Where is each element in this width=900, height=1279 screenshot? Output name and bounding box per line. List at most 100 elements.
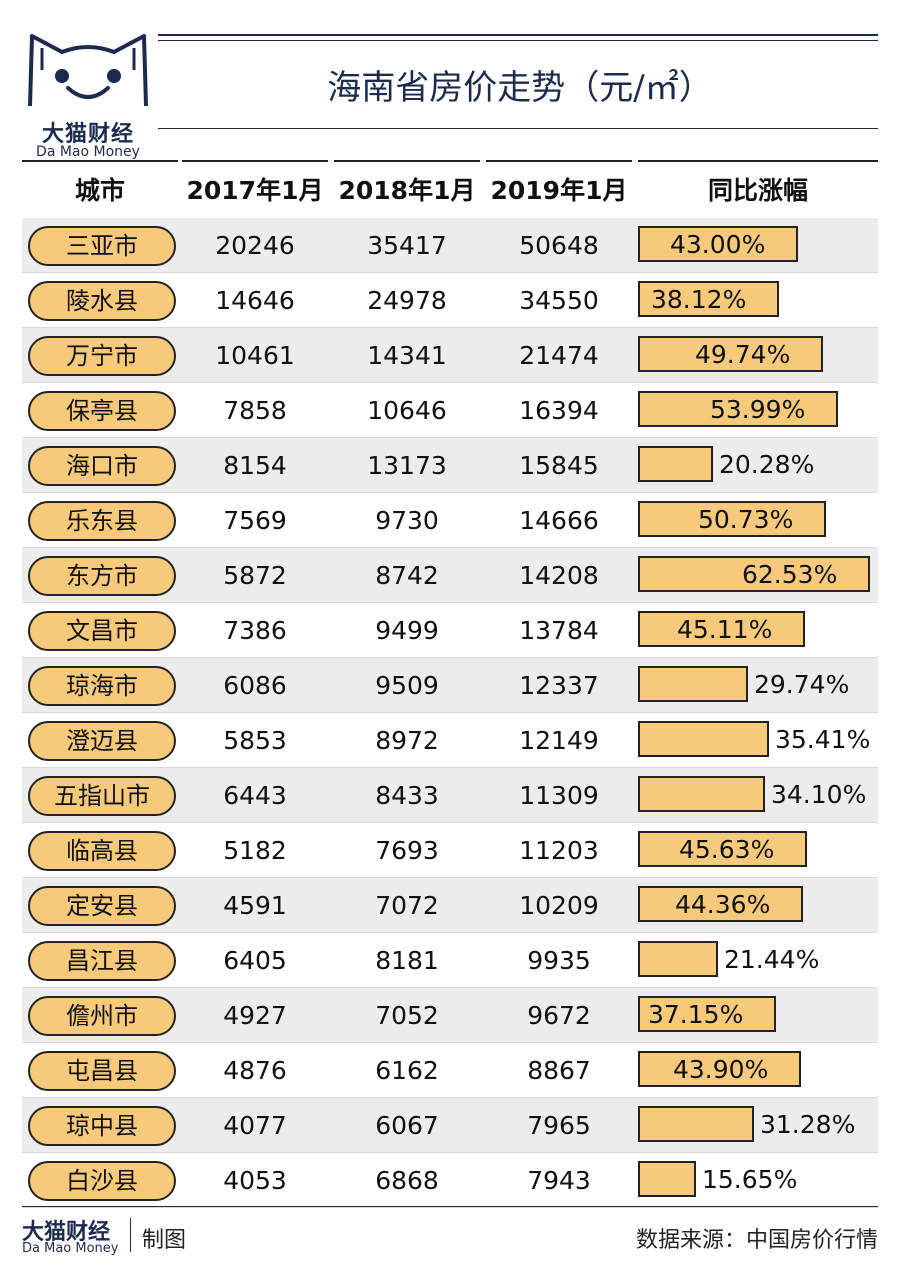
city-pill: 东方市 [28,556,176,596]
footer-brand-cn: 大猫财经 [22,1220,111,1245]
growth-label: 37.15% [648,1000,744,1029]
footer: 大猫财经 Da Mao Money 制图 数据来源：中国房价行情 [0,1206,900,1279]
footer-brand-en: Da Mao Money [22,1241,119,1256]
page-title: 海南省房价走势（元/㎡） [327,68,713,108]
city-pill: 五指山市 [28,776,176,816]
price-y2019: 10209 [519,891,599,920]
growth-bar [638,336,823,372]
row-divider [22,1152,878,1153]
row-divider [22,822,878,823]
price-y2018: 9730 [375,506,439,535]
table-row: 定安县 4591 7072 10209 44.36% [22,878,878,933]
growth-bar [638,1106,754,1142]
table-row: 文昌市 7386 9499 13784 45.11% [22,603,878,658]
price-y2017: 7858 [223,396,287,425]
row-divider [22,1097,878,1098]
growth-label: 20.28% [719,450,815,479]
growth-label: 49.74% [695,340,791,369]
price-y2017: 4591 [223,891,287,920]
row-divider [22,987,878,988]
footer-divider [130,1218,131,1252]
growth-bar [638,281,779,317]
price-y2019: 11203 [519,836,599,865]
row-divider [22,547,878,548]
city-pill: 昌江县 [28,941,176,981]
city-pill: 屯昌县 [28,1051,176,1091]
row-divider [22,382,878,383]
row-divider [22,767,878,768]
price-y2018: 7052 [375,1001,439,1030]
column-header-2019: 2019年1月 [486,160,632,220]
price-y2019: 14208 [519,561,599,590]
row-divider [22,877,878,878]
price-y2019: 7965 [527,1111,591,1140]
price-y2018: 7072 [375,891,439,920]
row-divider [22,437,878,438]
growth-bar [638,831,807,867]
growth-bar [638,1051,801,1087]
growth-bar [638,776,765,812]
price-y2017: 5872 [223,561,287,590]
price-y2018: 6067 [375,1111,439,1140]
header-top-rule [158,34,878,36]
price-y2017: 5853 [223,726,287,755]
table-row: 海口市 8154 13173 15845 20.28% [22,438,878,493]
city-pill: 定安县 [28,886,176,926]
price-y2017: 8154 [223,451,287,480]
table-row: 屯昌县 4876 6162 8867 43.90% [22,1043,878,1098]
growth-bar [638,996,776,1032]
header-top-rule-thin [158,40,878,41]
row-divider [22,1042,878,1043]
table-row: 三亚市 20246 35417 50648 43.00% [22,218,878,273]
growth-bar [638,556,870,592]
price-y2018: 8181 [375,946,439,975]
row-divider [22,657,878,658]
price-y2017: 4077 [223,1111,287,1140]
city-pill: 白沙县 [28,1161,176,1201]
price-y2018: 6868 [375,1166,439,1195]
price-y2017: 7386 [223,616,287,645]
city-pill: 陵水县 [28,281,176,321]
price-y2019: 9935 [527,946,591,975]
price-y2019: 11309 [519,781,599,810]
growth-label: 21.44% [724,945,820,974]
table-row: 白沙县 4053 6868 7943 15.65% [22,1153,878,1208]
price-y2018: 8972 [375,726,439,755]
growth-bar [638,941,718,977]
growth-label: 34.10% [771,780,867,809]
growth-bar [638,721,769,757]
table-row: 琼中县 4077 6067 7965 31.28% [22,1098,878,1153]
growth-bar [638,886,803,922]
growth-label: 62.53% [742,560,838,589]
price-y2019: 12149 [519,726,599,755]
growth-label: 45.11% [677,615,773,644]
growth-label: 53.99% [710,395,806,424]
city-pill: 澄迈县 [28,721,176,761]
growth-label: 31.28% [760,1110,856,1139]
brand-logo: 大猫财经 Da Mao Money [18,18,158,160]
price-y2019: 21474 [519,341,599,370]
price-y2019: 50648 [519,231,599,260]
table-row: 澄迈县 5853 8972 12149 35.41% [22,713,878,768]
price-y2019: 7943 [527,1166,591,1195]
growth-bar [638,391,838,427]
price-y2018: 9499 [375,616,439,645]
price-y2019: 12337 [519,671,599,700]
city-pill: 文昌市 [28,611,176,651]
table-row: 儋州市 4927 7052 9672 37.15% [22,988,878,1043]
header-bottom-rule [158,128,878,129]
growth-bar [638,446,713,482]
price-y2019: 34550 [519,286,599,315]
price-y2017: 6443 [223,781,287,810]
row-divider [22,602,878,603]
price-y2018: 35417 [367,231,447,260]
price-y2017: 7569 [223,506,287,535]
table-row: 五指山市 6443 8433 11309 34.10% [22,768,878,823]
price-y2018: 7693 [375,836,439,865]
row-divider [22,712,878,713]
growth-label: 29.74% [754,670,850,699]
row-divider [22,492,878,493]
city-pill: 琼中县 [28,1106,176,1146]
row-divider [22,327,878,328]
city-pill: 三亚市 [28,226,176,266]
